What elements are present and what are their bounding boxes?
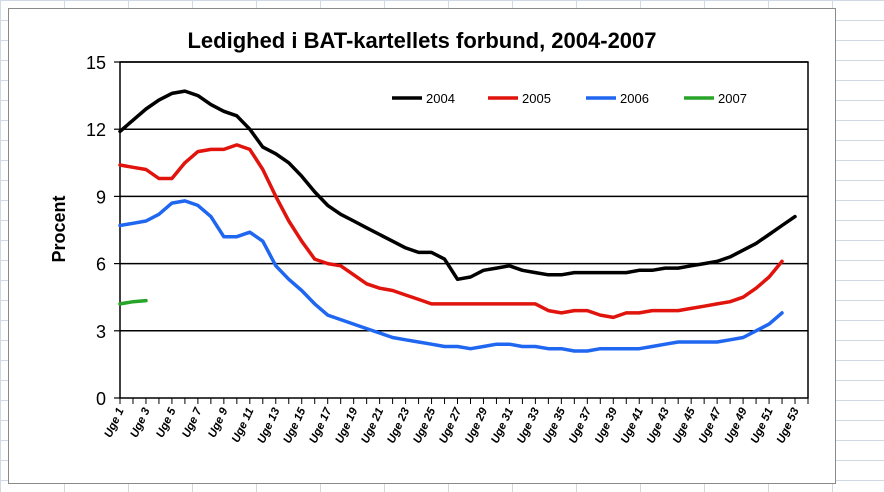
legend-label-2007: 2007 bbox=[718, 91, 747, 106]
chart-title: Ledighed i BAT-kartellets forbund, 2004-… bbox=[187, 28, 656, 53]
x-tick-label: Uge 25 bbox=[411, 406, 438, 446]
y-tick-label: 9 bbox=[96, 187, 106, 207]
y-tick-label: 6 bbox=[96, 255, 106, 275]
x-tick-label: Uge 29 bbox=[463, 406, 490, 446]
x-tick-label: Uge 19 bbox=[334, 406, 361, 446]
x-tick-label: Uge 15 bbox=[282, 406, 309, 446]
legend-label-2004: 2004 bbox=[426, 91, 455, 106]
x-tick-label: Uge 27 bbox=[437, 406, 464, 446]
x-tick-label: Uge 3 bbox=[129, 406, 153, 440]
x-tick-label: Uge 21 bbox=[360, 406, 387, 445]
x-tick-label: Uge 13 bbox=[256, 406, 283, 446]
x-tick-label: Uge 11 bbox=[230, 406, 256, 444]
x-tick-label: Uge 41 bbox=[619, 406, 646, 445]
chart-frame bbox=[8, 8, 836, 484]
y-tick-label: 12 bbox=[86, 120, 106, 140]
y-axis-label: Procent bbox=[49, 195, 69, 262]
series-line-2004 bbox=[118, 89, 797, 282]
y-tick-label: 3 bbox=[96, 322, 106, 342]
legend-label-2006: 2006 bbox=[620, 91, 649, 106]
series-line-2007 bbox=[118, 298, 148, 306]
x-tick-label: Uge 33 bbox=[515, 406, 542, 446]
x-tick-label: Uge 39 bbox=[593, 406, 620, 446]
series-line-2005 bbox=[118, 143, 784, 320]
x-tick-label: Uge 5 bbox=[155, 406, 179, 440]
x-tick-label: Uge 17 bbox=[308, 406, 335, 446]
plot-area bbox=[119, 61, 809, 399]
x-tick-label: Uge 31 bbox=[489, 406, 516, 445]
legend-label-2005: 2005 bbox=[522, 91, 551, 106]
x-tick-label: Uge 47 bbox=[697, 406, 724, 446]
x-tick-label: Uge 9 bbox=[206, 406, 230, 440]
x-tick-label: Uge 23 bbox=[385, 406, 412, 446]
x-tick-label: Uge 45 bbox=[671, 406, 698, 446]
x-tick-label: Uge 43 bbox=[645, 406, 672, 446]
x-tick-label: Uge 51 bbox=[749, 406, 776, 445]
series-line-2006 bbox=[118, 199, 784, 353]
x-tick-label: Uge 7 bbox=[180, 406, 204, 440]
y-tick-label: 15 bbox=[86, 53, 106, 73]
x-tick-label: Uge 1 bbox=[103, 406, 127, 439]
x-tick-label: Uge 49 bbox=[723, 406, 750, 446]
x-tick-label: Uge 37 bbox=[567, 406, 594, 446]
y-tick-label: 0 bbox=[96, 389, 106, 409]
x-tick-label: Uge 35 bbox=[541, 406, 568, 446]
x-tick-label: Uge 53 bbox=[775, 406, 802, 446]
